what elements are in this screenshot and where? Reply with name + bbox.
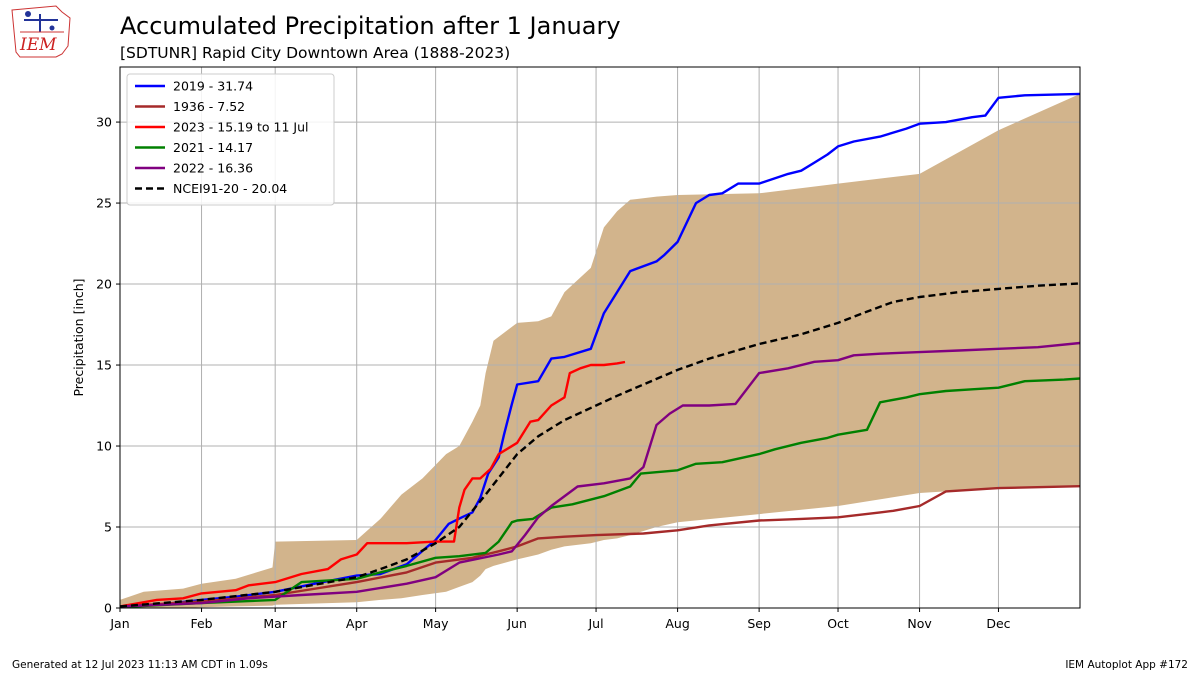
- chart-title: Accumulated Precipitation after 1 Januar…: [120, 12, 621, 40]
- plot-area: Jan Feb Mar Apr May Jun Jul Aug Sep Oct Nov Dec 0 5 1…: [71, 66, 1081, 631]
- iem-logo: IEM: [11, 5, 71, 58]
- y-axis-label: Precipitation [inch]: [71, 278, 86, 396]
- x-tick-label: Oct: [827, 616, 849, 631]
- legend-entry: 2022 - 16.36: [173, 161, 253, 176]
- x-tick-label: Mar: [263, 616, 287, 631]
- range-band: [120, 93, 1080, 608]
- x-tick-label: Nov: [907, 616, 932, 631]
- range-band-area: [120, 93, 1080, 608]
- series-line: [119, 341, 1081, 608]
- series-line: [119, 360, 626, 608]
- legend-entry: 2019 - 31.74: [173, 79, 253, 94]
- legend-entry: 2023 - 15.19 to 11 Jul: [173, 120, 309, 135]
- series-lines: [119, 92, 1081, 609]
- legend-entry: 1936 - 7.52: [173, 99, 245, 114]
- x-tick-label: Apr: [346, 616, 368, 631]
- x-tick-label: Feb: [190, 616, 212, 631]
- y-tick-label: 5: [104, 520, 112, 535]
- y-tick-label: 10: [96, 439, 112, 454]
- y-tick-label: 25: [96, 196, 112, 211]
- footer-generated: Generated at 12 Jul 2023 11:13 AM CDT in…: [12, 659, 268, 671]
- legend: 2019 - 31.74 1936 - 7.52 2023 - 15.19 to 1…: [126, 73, 335, 206]
- x-tick-label: Jan: [109, 616, 129, 631]
- y-axis: 0 5 10 15 20 25 30: [96, 115, 120, 616]
- x-tick-label: Aug: [665, 616, 689, 631]
- x-tick-label: May: [423, 616, 449, 631]
- series-line: [119, 282, 1081, 608]
- y-tick-label: 15: [96, 358, 112, 373]
- footer-app: IEM Autoplot App #172: [1065, 659, 1188, 671]
- legend-entry: 2021 - 14.17: [173, 140, 253, 155]
- y-tick-label: 30: [96, 115, 112, 130]
- series-line: [119, 377, 1081, 609]
- x-tick-label: Dec: [986, 616, 1010, 631]
- logo-text: IEM: [19, 35, 57, 55]
- chart-subtitle: [SDTUNR] Rapid City Downtown Area (1888-…: [120, 44, 510, 62]
- x-tick-label: Jul: [588, 616, 604, 631]
- x-tick-label: Jun: [506, 616, 527, 631]
- y-tick-label: 20: [96, 277, 112, 292]
- x-tick-label: Sep: [747, 616, 771, 631]
- series-line: [119, 485, 1081, 608]
- legend-entry: NCEI91-20 - 20.04: [173, 181, 287, 196]
- plot-frame: [119, 66, 1081, 609]
- series-line: [119, 92, 1081, 609]
- y-tick-label: 0: [104, 601, 112, 616]
- x-axis: Jan Feb Mar Apr May Jun Jul Aug Sep Oct Nov Dec: [109, 608, 1011, 631]
- legend-box: [126, 73, 335, 206]
